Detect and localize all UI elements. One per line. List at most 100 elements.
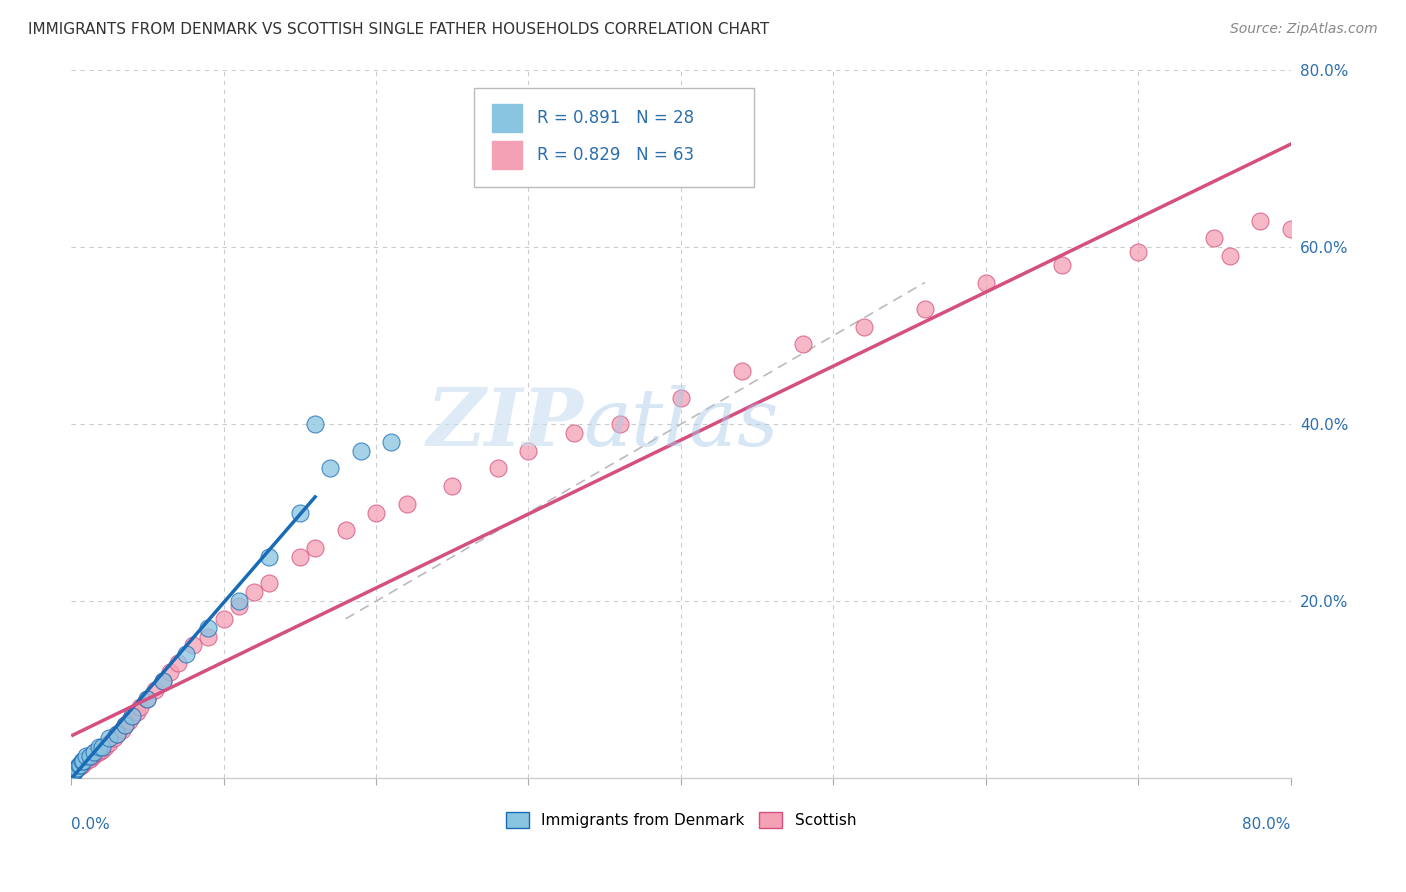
Point bbox=[121, 709, 143, 723]
Point bbox=[143, 682, 166, 697]
Point bbox=[395, 497, 418, 511]
Point bbox=[852, 319, 875, 334]
Text: atlas: atlas bbox=[583, 385, 779, 463]
Point bbox=[84, 747, 107, 761]
Point bbox=[70, 754, 93, 768]
Text: 80.0%: 80.0% bbox=[1243, 817, 1291, 832]
Point bbox=[136, 691, 159, 706]
Point bbox=[63, 764, 86, 779]
Text: R = 0.891   N = 28: R = 0.891 N = 28 bbox=[537, 109, 695, 128]
Point bbox=[105, 727, 128, 741]
Point bbox=[136, 691, 159, 706]
Point bbox=[83, 745, 105, 759]
Point bbox=[1219, 249, 1241, 263]
Point bbox=[80, 749, 103, 764]
Point bbox=[72, 754, 94, 768]
Point bbox=[65, 763, 87, 777]
Point bbox=[79, 752, 101, 766]
Point bbox=[167, 656, 190, 670]
Text: 0.0%: 0.0% bbox=[72, 817, 110, 832]
Point bbox=[212, 612, 235, 626]
Point bbox=[62, 766, 84, 780]
Point bbox=[350, 443, 373, 458]
Point bbox=[259, 549, 281, 564]
Point bbox=[69, 758, 91, 772]
Point bbox=[792, 337, 814, 351]
Point bbox=[609, 417, 631, 431]
Point bbox=[72, 756, 94, 770]
Point bbox=[669, 391, 692, 405]
Point bbox=[152, 673, 174, 688]
Point bbox=[118, 714, 141, 728]
Point bbox=[82, 749, 104, 764]
Point bbox=[1128, 244, 1150, 259]
Point bbox=[243, 585, 266, 599]
Point bbox=[288, 549, 311, 564]
Point bbox=[69, 758, 91, 772]
Text: R = 0.829   N = 63: R = 0.829 N = 63 bbox=[537, 146, 695, 164]
Point bbox=[98, 736, 121, 750]
Legend: Immigrants from Denmark, Scottish: Immigrants from Denmark, Scottish bbox=[499, 806, 862, 834]
Point bbox=[197, 621, 219, 635]
Point bbox=[174, 648, 197, 662]
Point bbox=[76, 749, 98, 764]
Point bbox=[76, 754, 98, 768]
Point bbox=[67, 758, 90, 772]
Point bbox=[159, 665, 181, 679]
Point bbox=[128, 700, 150, 714]
Point bbox=[86, 745, 108, 759]
Point bbox=[79, 749, 101, 764]
Point bbox=[114, 718, 136, 732]
Point bbox=[121, 709, 143, 723]
Point bbox=[1249, 213, 1271, 227]
Point bbox=[73, 754, 96, 768]
Point bbox=[105, 727, 128, 741]
Text: ZIP: ZIP bbox=[426, 385, 583, 463]
Point bbox=[259, 576, 281, 591]
Point bbox=[1204, 231, 1226, 245]
Point bbox=[70, 758, 93, 772]
Point bbox=[110, 723, 132, 737]
Point bbox=[288, 506, 311, 520]
Point bbox=[228, 599, 250, 613]
Point bbox=[441, 479, 464, 493]
Point bbox=[94, 740, 117, 755]
Point bbox=[83, 747, 105, 761]
Point bbox=[87, 740, 110, 755]
Point bbox=[304, 541, 326, 555]
Point bbox=[319, 461, 342, 475]
Point bbox=[517, 443, 540, 458]
Point bbox=[181, 639, 204, 653]
Point bbox=[1050, 258, 1073, 272]
Point bbox=[90, 743, 112, 757]
Point bbox=[731, 364, 754, 378]
Point bbox=[114, 718, 136, 732]
Point bbox=[67, 760, 90, 774]
Point bbox=[197, 630, 219, 644]
Point bbox=[152, 673, 174, 688]
Point bbox=[66, 761, 89, 775]
Point bbox=[125, 705, 148, 719]
Point bbox=[66, 761, 89, 775]
Point bbox=[304, 417, 326, 431]
Point bbox=[62, 766, 84, 780]
Point bbox=[1279, 222, 1302, 236]
FancyBboxPatch shape bbox=[474, 87, 754, 187]
Point bbox=[90, 740, 112, 755]
Text: Source: ZipAtlas.com: Source: ZipAtlas.com bbox=[1230, 22, 1378, 37]
Point bbox=[228, 594, 250, 608]
Point bbox=[98, 731, 121, 746]
Point bbox=[914, 301, 936, 316]
Text: IMMIGRANTS FROM DENMARK VS SCOTTISH SINGLE FATHER HOUSEHOLDS CORRELATION CHART: IMMIGRANTS FROM DENMARK VS SCOTTISH SING… bbox=[28, 22, 769, 37]
Point bbox=[562, 425, 585, 440]
Point bbox=[380, 434, 402, 449]
Point bbox=[87, 745, 110, 759]
Bar bbox=[492, 141, 523, 169]
Point bbox=[364, 506, 387, 520]
Point bbox=[974, 276, 997, 290]
Point bbox=[65, 763, 87, 777]
Bar bbox=[492, 104, 523, 132]
Point bbox=[335, 524, 357, 538]
Point bbox=[77, 752, 100, 766]
Point bbox=[103, 731, 125, 746]
